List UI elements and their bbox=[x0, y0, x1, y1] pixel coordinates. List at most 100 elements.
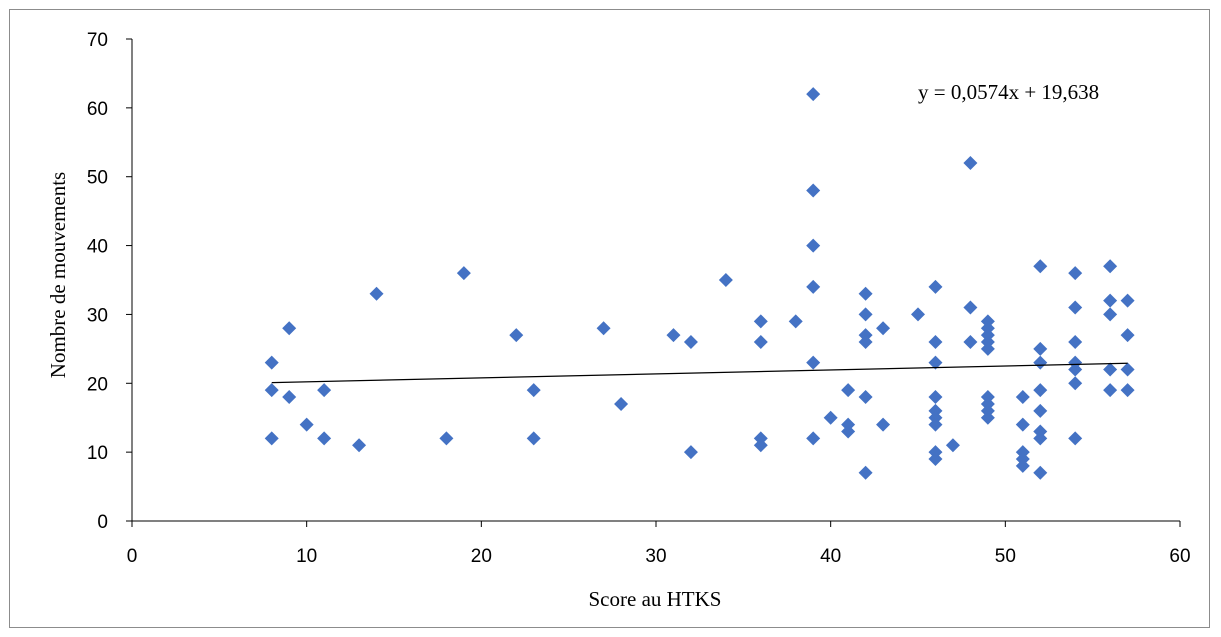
x-tick-label: 60 bbox=[1169, 546, 1190, 567]
data-point bbox=[282, 321, 297, 336]
data-point bbox=[317, 431, 332, 446]
data-point bbox=[806, 279, 821, 294]
data-point bbox=[264, 355, 279, 370]
data-point bbox=[963, 300, 978, 315]
data-point bbox=[928, 279, 943, 294]
data-point bbox=[1033, 383, 1048, 398]
data-point bbox=[369, 286, 384, 301]
data-point bbox=[945, 438, 960, 453]
data-point bbox=[526, 383, 541, 398]
y-ticks: 0 10 20 30 40 50 60 70 bbox=[87, 30, 132, 533]
data-point bbox=[1103, 259, 1118, 274]
data-point bbox=[753, 314, 768, 329]
data-point bbox=[1068, 362, 1083, 377]
data-point bbox=[1033, 259, 1048, 274]
data-point bbox=[1033, 431, 1048, 446]
data-point bbox=[264, 383, 279, 398]
y-tick-label: 10 bbox=[87, 443, 108, 464]
data-point bbox=[876, 321, 891, 336]
data-point bbox=[1068, 334, 1083, 349]
data-point bbox=[928, 452, 943, 467]
y-tick-label: 70 bbox=[87, 30, 108, 51]
data-point bbox=[264, 431, 279, 446]
y-tick-label: 0 bbox=[97, 512, 108, 533]
y-axis-title: Nombre de mouvements bbox=[46, 172, 70, 378]
data-point bbox=[858, 334, 873, 349]
data-point bbox=[1068, 300, 1083, 315]
data-point bbox=[1120, 293, 1135, 308]
data-point bbox=[876, 417, 891, 432]
data-point bbox=[823, 410, 838, 425]
data-point bbox=[841, 383, 856, 398]
data-point bbox=[963, 334, 978, 349]
data-point bbox=[841, 424, 856, 439]
data-point bbox=[788, 314, 803, 329]
data-point bbox=[718, 273, 733, 287]
data-point bbox=[1015, 417, 1030, 432]
data-point bbox=[753, 334, 768, 349]
data-point bbox=[614, 396, 629, 411]
y-tick-label: 60 bbox=[87, 99, 108, 120]
data-point bbox=[1120, 328, 1135, 343]
data-point bbox=[299, 417, 314, 432]
data-point bbox=[317, 383, 332, 398]
x-tick-label: 20 bbox=[471, 546, 492, 567]
data-points bbox=[264, 87, 1135, 480]
data-point bbox=[1015, 390, 1030, 405]
data-point bbox=[858, 286, 873, 301]
data-point bbox=[666, 328, 681, 343]
data-point bbox=[858, 390, 873, 405]
data-point bbox=[683, 334, 698, 349]
x-ticks: 0 10 20 30 40 50 60 bbox=[127, 521, 1191, 567]
data-point bbox=[858, 465, 873, 480]
data-point bbox=[1103, 293, 1118, 308]
y-tick-label: 30 bbox=[87, 305, 108, 326]
data-point bbox=[1068, 376, 1083, 391]
data-point bbox=[1015, 458, 1030, 473]
x-axis-title: Score au HTKS bbox=[589, 587, 722, 611]
data-point bbox=[911, 307, 925, 322]
data-point bbox=[456, 266, 471, 281]
data-point bbox=[806, 238, 821, 253]
data-point bbox=[1103, 362, 1118, 377]
x-tick-label: 10 bbox=[296, 546, 317, 567]
data-point bbox=[282, 390, 297, 405]
chart-frame bbox=[9, 9, 1210, 628]
data-point bbox=[1120, 383, 1135, 398]
y-tick-label: 20 bbox=[87, 374, 108, 395]
data-point bbox=[928, 334, 943, 349]
data-point bbox=[596, 321, 611, 336]
data-point bbox=[509, 328, 524, 343]
data-point bbox=[858, 307, 873, 322]
data-point bbox=[806, 183, 821, 198]
data-point bbox=[963, 155, 978, 170]
data-point bbox=[352, 438, 367, 453]
data-point bbox=[1068, 431, 1083, 446]
data-point bbox=[1033, 403, 1048, 418]
data-point bbox=[928, 355, 943, 370]
x-tick-label: 50 bbox=[995, 546, 1016, 567]
data-point bbox=[928, 417, 943, 432]
x-tick-label: 40 bbox=[820, 546, 841, 567]
trendline bbox=[271, 362, 1128, 384]
data-point bbox=[980, 410, 995, 425]
data-point bbox=[1068, 266, 1083, 281]
data-point bbox=[1120, 362, 1135, 377]
data-point bbox=[806, 431, 821, 446]
data-point bbox=[1033, 355, 1048, 370]
trendline-equation: y = 0,0574x + 19,638 bbox=[918, 80, 1099, 104]
data-point bbox=[1033, 341, 1048, 356]
y-tick-label: 40 bbox=[87, 237, 108, 258]
x-tick-label: 0 bbox=[127, 546, 138, 567]
data-point bbox=[1103, 383, 1118, 398]
y-tick-label: 50 bbox=[87, 168, 108, 189]
data-point bbox=[928, 390, 943, 405]
data-point bbox=[1103, 307, 1118, 322]
data-point bbox=[526, 431, 541, 446]
data-point bbox=[439, 431, 454, 446]
data-point bbox=[806, 87, 821, 102]
x-tick-label: 30 bbox=[645, 546, 666, 567]
data-point bbox=[980, 341, 995, 356]
data-point bbox=[806, 355, 821, 370]
